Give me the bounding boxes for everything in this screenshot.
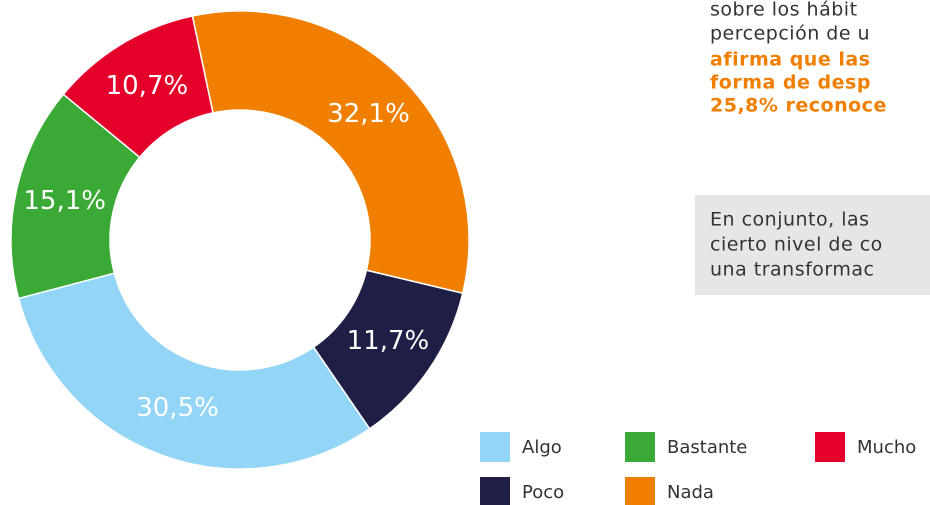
legend-label: Bastante bbox=[667, 437, 747, 458]
donut-slice bbox=[10, 93, 141, 300]
box-line: En conjunto, las bbox=[710, 209, 870, 231]
legend-swatch bbox=[815, 432, 845, 462]
value-label: 32,1% bbox=[327, 99, 410, 129]
value-label: 30,5% bbox=[136, 393, 219, 423]
paragraph-line: percepción de u bbox=[710, 23, 870, 45]
legend-swatch bbox=[625, 432, 655, 462]
donut-slice bbox=[17, 272, 371, 470]
value-label: 15,1% bbox=[23, 186, 106, 216]
legend-label: Mucho bbox=[857, 437, 916, 458]
box-line: una transformac bbox=[710, 259, 875, 281]
paragraph-line: sobre los hábit bbox=[710, 0, 858, 21]
box-line: cierto nivel de co bbox=[710, 234, 883, 256]
donut-slice bbox=[191, 10, 470, 295]
highlight-line: afirma que las bbox=[710, 49, 870, 71]
legend-swatch bbox=[480, 432, 510, 462]
summary-box bbox=[695, 195, 930, 295]
legend-label: Algo bbox=[522, 437, 562, 458]
value-label: 11,7% bbox=[347, 326, 430, 356]
highlight-line: 25,8% reconoce bbox=[710, 95, 887, 117]
legend-swatch bbox=[625, 477, 655, 505]
legend-label: Nada bbox=[667, 482, 714, 503]
value-label: 10,7% bbox=[106, 71, 189, 101]
highlight-line: forma de desp bbox=[710, 72, 871, 94]
donut-slice bbox=[62, 15, 214, 159]
legend-swatch bbox=[480, 477, 510, 505]
legend-label: Poco bbox=[522, 482, 564, 503]
